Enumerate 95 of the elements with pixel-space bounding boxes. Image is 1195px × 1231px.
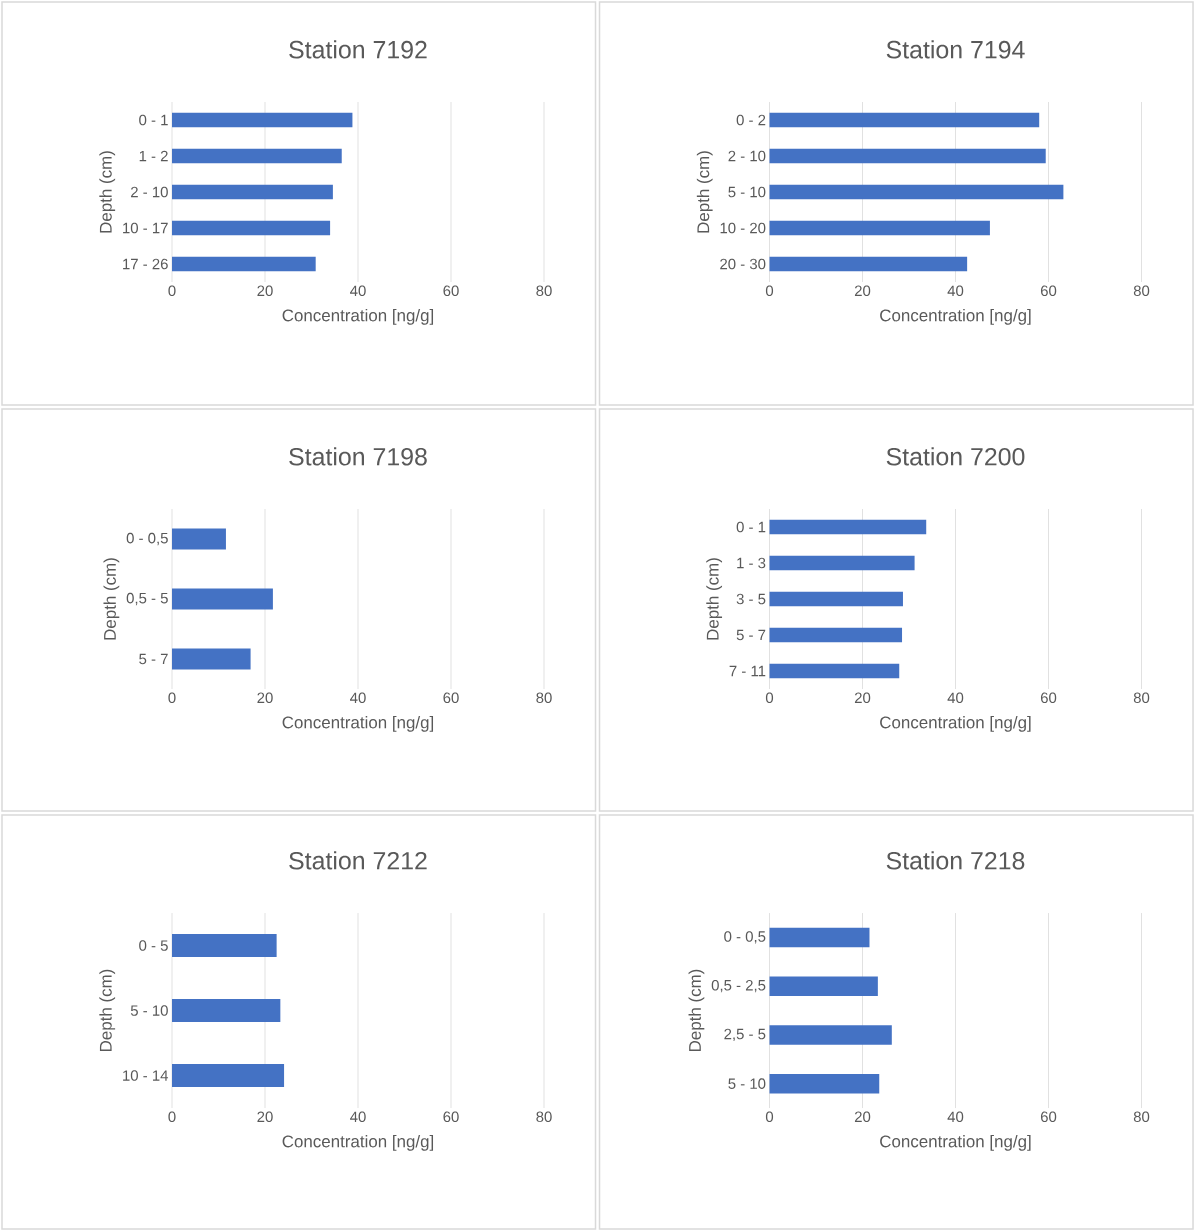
- y-tick-label: 7 - 11: [729, 665, 766, 677]
- x-tick-label: 80: [536, 692, 552, 704]
- x-tick-label: 80: [536, 285, 552, 297]
- bar: [769, 112, 1040, 128]
- x-axis-title: Concentration [ng/g]: [282, 715, 434, 732]
- x-tick-label: 40: [350, 285, 366, 297]
- y-tick-label: 0 - 5: [139, 940, 168, 951]
- x-axis-title: Concentration [ng/g]: [880, 308, 1031, 325]
- x-tick-label: 40: [350, 692, 366, 704]
- y-axis-title: Depth (cm): [99, 969, 116, 1051]
- y-tick-label: 0,5 - 5: [126, 592, 168, 606]
- x-tick-label: 80: [1133, 692, 1150, 704]
- y-tick-label: 5 - 10: [728, 186, 766, 198]
- y-axis-title: Depth (cm): [688, 969, 705, 1051]
- bar: [172, 648, 251, 670]
- x-tick-label: 80: [1133, 285, 1150, 297]
- x-tick-label: 20: [257, 1111, 273, 1123]
- x-tick-label: 80: [536, 1111, 552, 1123]
- y-tick-label: 1 - 2: [139, 150, 168, 162]
- x-tick-label: 20: [257, 285, 273, 297]
- y-tick-label: 10 - 17: [123, 222, 168, 234]
- y-tick-label: 1 - 3: [737, 557, 766, 569]
- bar: [769, 184, 1064, 200]
- y-axis-title: Depth (cm): [99, 151, 116, 233]
- y-axis-title: Depth (cm): [103, 558, 120, 640]
- chart-title: Station 7200: [886, 447, 1025, 466]
- bar: [172, 220, 331, 236]
- x-tick-label: 20: [854, 1111, 871, 1123]
- x-tick-label: 60: [443, 285, 459, 297]
- x-tick-label: 20: [854, 692, 871, 704]
- bar: [172, 528, 226, 550]
- x-tick-label: 40: [350, 1111, 366, 1123]
- x-tick-label: 60: [1040, 1111, 1057, 1123]
- x-axis-title: Concentration [ng/g]: [880, 1134, 1031, 1151]
- x-tick-label: 80: [1133, 1111, 1150, 1123]
- x-tick-label: 0: [765, 285, 774, 297]
- x-tick-label: 40: [947, 1111, 964, 1123]
- chart-title: Station 7192: [289, 40, 427, 59]
- y-tick-label: 20 - 30: [720, 258, 766, 270]
- y-tick-label: 5 - 7: [736, 629, 766, 641]
- x-axis-title: Concentration [ng/g]: [282, 308, 434, 325]
- y-tick-label: 10 - 20: [720, 222, 766, 234]
- chart-title: Station 7212: [289, 851, 427, 870]
- bar: [769, 627, 903, 643]
- y-tick-label: 5 - 10: [130, 1005, 168, 1016]
- x-axis-title: Concentration [ng/g]: [282, 1134, 434, 1151]
- y-tick-label: 17 - 26: [123, 258, 168, 270]
- chart-title: Station 7198: [289, 447, 427, 466]
- y-tick-label: 2,5 - 5: [724, 1028, 766, 1042]
- x-tick-label: 0: [168, 692, 176, 704]
- x-tick-label: 40: [947, 285, 964, 297]
- bar: [769, 591, 903, 607]
- bar: [769, 1073, 880, 1094]
- y-tick-label: 0 - 0,5: [724, 931, 766, 944]
- x-tick-label: 0: [765, 1111, 774, 1123]
- bar: [172, 256, 316, 272]
- x-tick-label: 40: [947, 692, 964, 704]
- bar: [769, 927, 870, 948]
- bar: [769, 1025, 892, 1045]
- x-tick-label: 0: [168, 285, 176, 297]
- x-tick-label: 20: [854, 285, 871, 297]
- y-tick-label: 5 - 10: [728, 1078, 766, 1089]
- bar: [769, 976, 878, 996]
- y-axis-title: Depth (cm): [696, 151, 713, 233]
- bar: [769, 663, 900, 679]
- y-tick-label: 5 - 7: [139, 653, 168, 665]
- y-tick-label: 10 - 14: [123, 1070, 169, 1081]
- y-tick-label: 0 - 2: [736, 114, 766, 126]
- bar: [172, 112, 353, 128]
- y-tick-label: 0 - 0,5: [126, 532, 168, 546]
- x-tick-label: 20: [257, 692, 273, 704]
- chart-title: Station 7194: [886, 40, 1025, 59]
- bar: [769, 555, 915, 571]
- y-axis-title: Depth (cm): [706, 558, 723, 640]
- bar: [769, 256, 968, 272]
- y-tick-label: 2 - 10: [728, 150, 766, 162]
- y-tick-label: 2 - 10: [131, 186, 168, 198]
- bar: [769, 220, 990, 236]
- bar: [769, 519, 927, 535]
- x-tick-label: 0: [168, 1111, 176, 1123]
- bar: [172, 148, 342, 164]
- y-tick-label: 0,5 - 2,5: [711, 979, 766, 993]
- bar: [769, 148, 1046, 164]
- y-tick-label: 3 - 5: [736, 593, 766, 605]
- bar: [172, 588, 273, 610]
- x-tick-label: 60: [1040, 285, 1057, 297]
- x-tick-label: 60: [443, 1111, 459, 1123]
- x-tick-label: 60: [1040, 692, 1057, 704]
- x-tick-label: 0: [765, 692, 774, 704]
- y-tick-label: 0 - 1: [736, 521, 766, 533]
- bar: [172, 184, 333, 200]
- x-tick-label: 60: [443, 692, 459, 704]
- y-tick-label: 0 - 1: [139, 114, 168, 126]
- x-axis-title: Concentration [ng/g]: [880, 715, 1031, 732]
- chart-title: Station 7218: [886, 851, 1025, 870]
